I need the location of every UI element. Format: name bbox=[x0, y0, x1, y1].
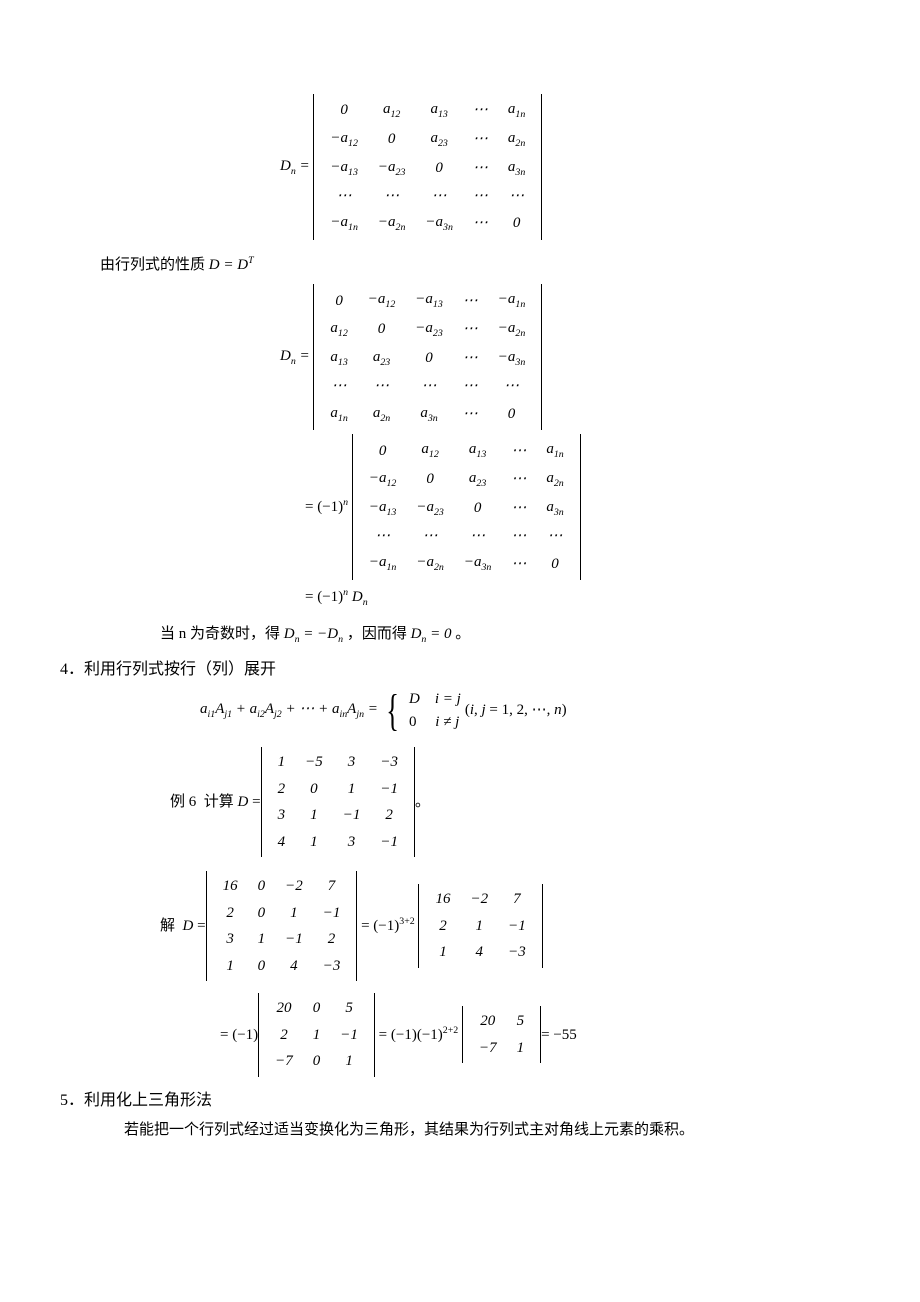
eq-result: = (−1)n Dn bbox=[60, 586, 860, 611]
conclusion-suffix: 。 bbox=[455, 626, 470, 642]
paragraph-5: 若能把一个行列式经过适当变换化为三角形，其结果为行列式主对角线上元素的乘积。 bbox=[124, 1119, 860, 1142]
cofactor-expansion: ai1Aj1 + ai2Aj2 + ⋯ + ainAjn = { D i = j… bbox=[60, 688, 860, 733]
example6-matrix: 1−53−3 201−1 31−12 413−1 bbox=[261, 747, 415, 857]
det2-matrix: 0−a12−a13⋯−a1n a120−a23⋯−a2n a13a230⋯−a3… bbox=[313, 284, 542, 430]
solve-m1: 160−27 201−1 31−12 104−3 bbox=[206, 871, 358, 981]
brace-icon: { bbox=[386, 689, 399, 733]
determinant-Dn-original: Dn = 0a12a13⋯a1n −a120a23⋯a2n −a13−a230⋯… bbox=[60, 94, 860, 240]
solve-eq1: = (−1)3+2 bbox=[357, 915, 418, 938]
example6-trail: 。 bbox=[415, 791, 430, 814]
det3-prefix: = (−1)n bbox=[305, 496, 352, 519]
solution-step1: 解 D = 160−27 201−1 31−12 104−3 = (−1)3+2… bbox=[60, 871, 860, 981]
heading-4: 4．利用行列式按行（列）展开 bbox=[60, 658, 860, 682]
expansion-cases: D i = j 0 i ≠ j bbox=[405, 688, 465, 733]
solve-m2: 16−27 21−1 14−3 bbox=[418, 884, 542, 968]
det1-label: Dn = bbox=[280, 155, 313, 180]
heading-5: 5．利用化上三角形法 bbox=[60, 1089, 860, 1113]
determinant-step2: = (−1)n 0a12a13⋯a1n −a120a23⋯a2n −a13−a2… bbox=[60, 434, 860, 580]
property-line: 由行列式的性质 D = DT bbox=[100, 254, 860, 277]
expansion-lhs: ai1Aj1 + ai2Aj2 + ⋯ + ainAjn = bbox=[200, 698, 378, 723]
det3-matrix: 0a12a13⋯a1n −a120a23⋯a2n −a13−a230⋯a3n ⋯… bbox=[352, 434, 581, 580]
solve-m4: 205 −71 bbox=[462, 1006, 541, 1063]
conclusion-mid: ，因而得 bbox=[347, 626, 411, 642]
conclusion-line: 当 n 为奇数时，得 Dn = −Dn ，因而得 Dn = 0 。 bbox=[160, 623, 860, 648]
solution-step2: = (−1) 2005 21−1 −701 = (−1)(−1)2+2 205 … bbox=[60, 993, 860, 1077]
solve-m3: 2005 21−1 −701 bbox=[258, 993, 375, 1077]
expansion-tail: (i, j = 1, 2, ⋯, n) bbox=[465, 699, 567, 722]
solve-eq2b: = (−1)(−1)2+2 bbox=[375, 1024, 462, 1047]
determinant-Dn-transpose: Dn = 0−a12−a13⋯−a1n a120−a23⋯−a2n a13a23… bbox=[60, 284, 860, 430]
det2-label: Dn = bbox=[280, 345, 313, 370]
example-6: 例 6 计算 D = 1−53−3 201−1 31−12 413−1 。 bbox=[60, 747, 860, 857]
solve-label: 解 D = bbox=[160, 915, 206, 938]
conclusion-prefix: 当 n 为奇数时，得 bbox=[160, 626, 284, 642]
solve-eq2a: = (−1) bbox=[220, 1024, 258, 1047]
det1-matrix: 0a12a13⋯a1n −a120a23⋯a2n −a13−a230⋯a3n ⋯… bbox=[313, 94, 542, 240]
solve-final: = −55 bbox=[541, 1024, 577, 1047]
example6-label: 例 6 计算 D = bbox=[170, 791, 261, 814]
